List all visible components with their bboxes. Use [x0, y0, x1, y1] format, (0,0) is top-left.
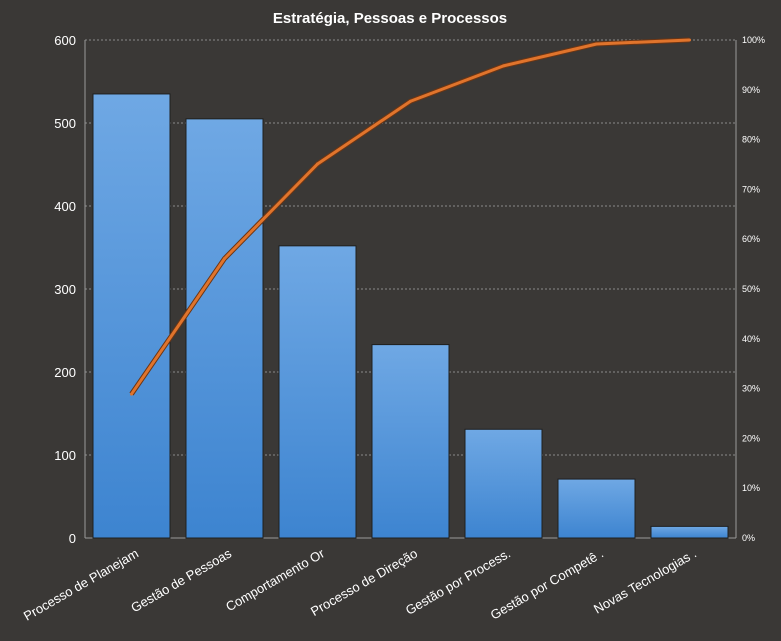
- cumulative-point-1: [130, 392, 133, 396]
- y-axis-right: 0% 10% 20% 30% 40% 50% 60% 70% 80% 90% 100%: [742, 35, 765, 543]
- y2-tick-label: 80%: [742, 135, 760, 145]
- y2-tick-label: 70%: [742, 184, 760, 194]
- bar-7: [650, 525, 729, 539]
- y-tick-label: 200: [54, 365, 76, 380]
- x-tick-label: Processo de Planejam: [21, 546, 141, 624]
- y2-tick-label: 100%: [742, 35, 765, 45]
- y2-tick-label: 20%: [742, 433, 760, 443]
- bar-2: [185, 118, 264, 539]
- y-tick-label: 500: [54, 116, 76, 131]
- y2-tick-label: 10%: [742, 483, 760, 493]
- y2-tick-label: 90%: [742, 85, 760, 95]
- x-tick-label: Gestão de Pessoas: [128, 545, 234, 615]
- cumulative-point-7: [688, 38, 691, 42]
- bar-6: [557, 478, 636, 539]
- cumulative-point-5: [502, 64, 505, 68]
- cumulative-point-6: [595, 42, 598, 46]
- chart-title: Estratégia, Pessoas e Processos: [273, 10, 507, 27]
- cumulative-point-4: [409, 99, 412, 103]
- x-tick-label: Novas Tecnologias .: [591, 546, 699, 617]
- bar-4: [371, 344, 450, 539]
- y-tick-label: 100: [54, 448, 76, 463]
- y2-tick-label: 50%: [742, 284, 760, 294]
- y-tick-label: 0: [69, 531, 76, 546]
- y2-tick-label: 60%: [742, 234, 760, 244]
- bars: [92, 93, 729, 539]
- bar-3: [278, 245, 357, 539]
- y-axis-left: 0 100 200 300 400 500 600: [54, 33, 76, 546]
- y2-tick-label: 0%: [742, 533, 755, 543]
- bar-1: [92, 93, 171, 539]
- y-tick-label: 400: [54, 199, 76, 214]
- cumulative-point-2: [223, 257, 226, 261]
- y-tick-label: 600: [54, 33, 76, 48]
- cumulative-line: [129, 37, 691, 396]
- y2-tick-label: 40%: [742, 334, 760, 344]
- cumulative-point-3: [316, 162, 319, 166]
- bar-5: [464, 428, 543, 539]
- y-tick-label: 300: [54, 282, 76, 297]
- y2-tick-label: 30%: [742, 384, 760, 394]
